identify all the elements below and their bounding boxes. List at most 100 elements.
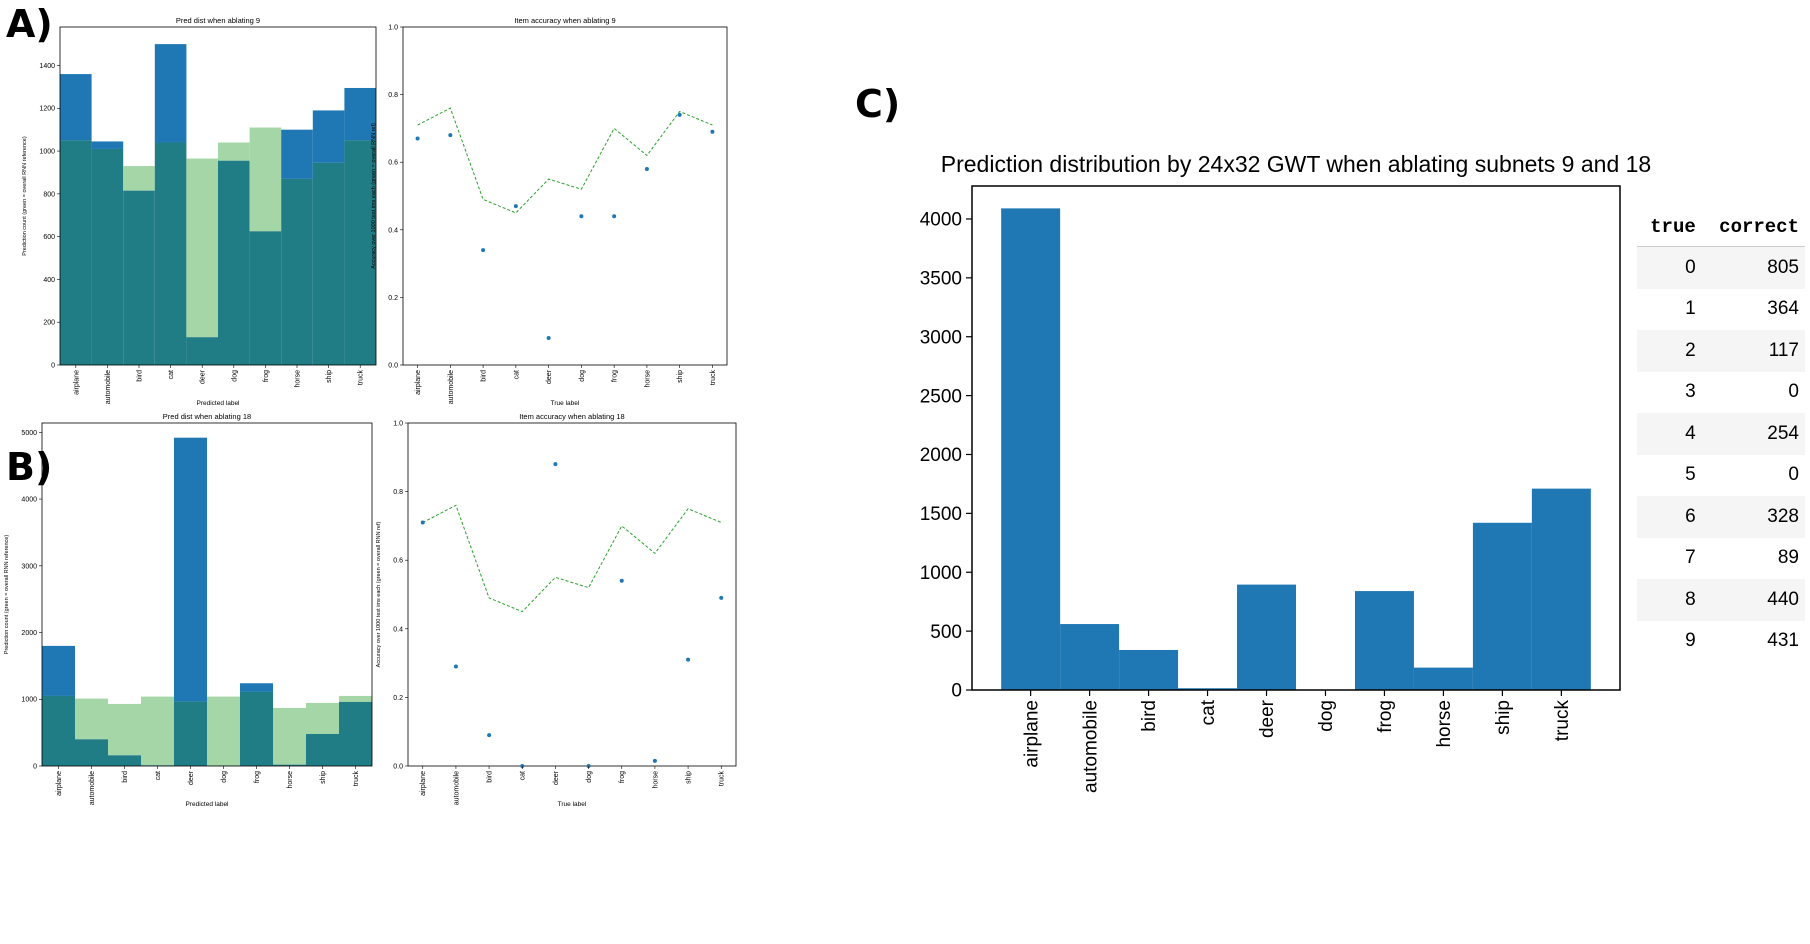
accuracy-point	[686, 657, 691, 662]
x-tick-label: dog	[1316, 700, 1337, 732]
plot-frame	[59, 26, 377, 366]
x-tick-label: horse	[644, 370, 651, 388]
plot-frame	[402, 26, 728, 366]
x-tick-label: deer	[553, 770, 560, 785]
chart-title: Item accuracy when ablating 9	[514, 16, 615, 25]
bar	[1472, 522, 1532, 690]
bar-overlap	[154, 142, 187, 365]
table-col-correct: correct	[1701, 212, 1805, 247]
y-tick-label: 0.4	[393, 626, 403, 633]
bar-excess	[91, 141, 124, 149]
x-tick-label: cat	[1198, 699, 1219, 725]
x-tick-label: automobile	[1080, 700, 1101, 793]
y-axis-label: Accuracy over 1000 test ims each (green …	[376, 522, 382, 668]
table-cell-correct: 431	[1767, 630, 1799, 652]
bar-excess	[108, 703, 141, 756]
bar-excess	[42, 645, 75, 696]
accuracy-point	[619, 578, 624, 583]
bar-overlap	[186, 337, 218, 365]
chart-title: Pred dist when ablating 18	[163, 412, 251, 421]
table-row: 0 805	[1637, 246, 1805, 289]
x-tick-label: bird	[122, 771, 129, 783]
y-tick-label: 0.2	[388, 295, 398, 302]
table-cell-correct: 0	[1788, 381, 1799, 403]
x-tick-label: horse	[287, 771, 294, 789]
x-tick-label: truck	[1552, 700, 1573, 742]
y-tick-label: 500	[930, 622, 962, 643]
chart-title: Pred dist when ablating 9	[176, 16, 260, 25]
bar-overlap	[344, 140, 376, 365]
bar-overlap	[75, 739, 108, 766]
x-tick-label: airplane	[420, 771, 427, 796]
y-tick-label: 5000	[21, 430, 37, 437]
accuracy-point	[644, 166, 649, 171]
bar-overlap	[306, 733, 339, 766]
y-tick-label: 600	[43, 234, 55, 241]
x-tick-label: deer	[546, 369, 553, 384]
x-axis-label: Predicted label	[197, 400, 241, 407]
accuracy-point	[420, 520, 425, 525]
x-axis-label: True label	[551, 400, 580, 407]
panel-label-c: C)	[855, 82, 901, 126]
bar	[1354, 591, 1414, 690]
y-tick-label: 4000	[21, 497, 37, 504]
plot-frame	[971, 185, 1621, 691]
bar-excess	[60, 74, 92, 141]
x-tick-label: dog	[579, 370, 586, 382]
bar-overlap	[218, 160, 250, 365]
y-tick-label: 2500	[920, 386, 962, 407]
bar	[1119, 649, 1179, 690]
correct-table: true correct 0 805 1 364 2 117 3 0 4 254 5 0 6 328 7 89…	[1637, 212, 1805, 662]
x-axis-label: Predicted label	[186, 801, 230, 808]
table-row: 8 440	[1637, 579, 1805, 621]
table-cell-true: 0	[1637, 246, 1702, 289]
y-axis-label: Accuracy over 1000 test ims each (green …	[371, 123, 377, 269]
x-tick-label: deer	[1257, 699, 1278, 738]
reference-line	[417, 107, 713, 214]
panel-label-b: B)	[6, 445, 53, 489]
table-cell-correct: 805	[1701, 246, 1805, 289]
x-tick-label: cat	[513, 370, 520, 379]
table-cell-true: 3	[1685, 381, 1696, 403]
bar-excess	[344, 87, 376, 141]
reference-line	[422, 504, 722, 613]
table-cell-true: 8	[1637, 579, 1702, 621]
x-axis-label: True label	[558, 801, 587, 808]
y-tick-label: 0.8	[393, 489, 403, 496]
y-tick-label: 3500	[920, 269, 962, 290]
y-tick-label: 0.6	[393, 558, 403, 565]
bar-excess	[339, 695, 372, 702]
bar-excess	[141, 696, 174, 766]
accuracy-point	[553, 462, 558, 467]
bar-overlap	[42, 695, 75, 766]
y-tick-label: 1000	[920, 563, 962, 584]
table-row: 4 254	[1637, 413, 1805, 455]
bar-overlap	[249, 231, 282, 365]
y-tick-label: 1.0	[393, 420, 403, 427]
y-tick-label: 2000	[21, 630, 37, 637]
y-tick-label: 0.4	[388, 227, 398, 234]
y-tick-label: 400	[43, 277, 55, 284]
x-tick-label: automobile	[89, 771, 96, 805]
bar-excess	[207, 696, 240, 766]
accuracy-point	[612, 214, 617, 219]
bar-excess	[306, 702, 339, 734]
x-tick-label: cat	[155, 771, 162, 780]
table-cell-true: 1	[1685, 298, 1696, 320]
plot-frame	[41, 422, 373, 767]
x-tick-label: ship	[1493, 700, 1514, 735]
table-cell-correct: 254	[1701, 413, 1805, 455]
bar-excess	[218, 142, 250, 161]
bar-excess	[249, 127, 282, 232]
x-tick-label: ship	[686, 771, 693, 784]
table-cell-correct: 328	[1701, 496, 1805, 538]
accuracy-point	[448, 133, 453, 138]
plot-frame	[407, 422, 737, 767]
bar	[1413, 667, 1473, 690]
table-cell-true: 4	[1637, 413, 1702, 455]
y-tick-label: 2000	[920, 445, 962, 466]
accuracy-point	[677, 112, 682, 117]
y-tick-label: 3000	[920, 327, 962, 348]
